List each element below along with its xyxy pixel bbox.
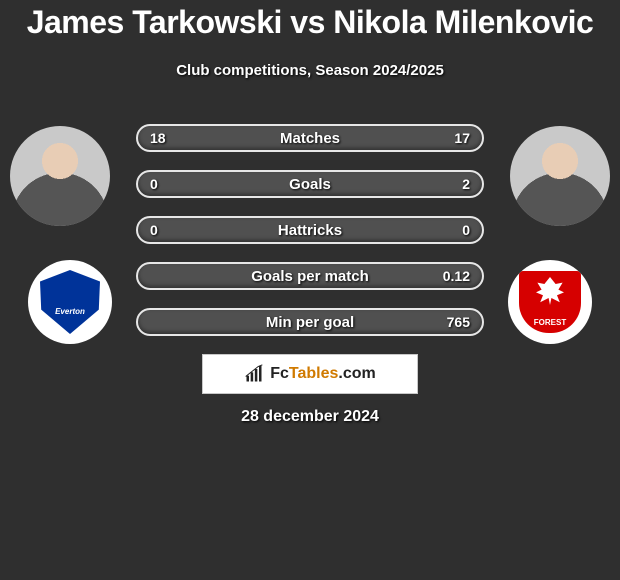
page-title: James Tarkowski vs Nikola Milenkovic — [0, 4, 620, 41]
date-label: 28 december 2024 — [0, 408, 620, 426]
brand-tld: .com — [338, 365, 375, 382]
brand-text: FcTables.com — [270, 365, 376, 383]
stat-label: Min per goal — [138, 310, 482, 334]
stat-bar-min-per-goal: Min per goal 765 — [136, 308, 484, 336]
stat-value-right: 17 — [454, 126, 470, 150]
stat-value-right: 2 — [462, 172, 470, 196]
stat-label: Goals — [138, 172, 482, 196]
player1-photo-placeholder — [10, 126, 110, 226]
player2-club-crest — [508, 260, 592, 344]
player2-photo-placeholder — [510, 126, 610, 226]
brand-badge: FcTables.com — [202, 354, 418, 394]
stat-label: Matches — [138, 126, 482, 150]
stat-value-right: 0.12 — [443, 264, 470, 288]
brand-suffix: Tables — [289, 365, 339, 382]
everton-crest-icon — [28, 260, 112, 344]
player2-name: Nikola Milenkovic — [333, 4, 593, 40]
stat-value-right: 765 — [447, 310, 470, 334]
comparison-card: James Tarkowski vs Nikola Milenkovic Clu… — [0, 0, 620, 580]
player2-avatar — [510, 126, 610, 226]
stat-label: Hattricks — [138, 218, 482, 242]
stat-bar-goals-per-match: Goals per match 0.12 — [136, 262, 484, 290]
bar-chart-icon — [244, 364, 264, 384]
stat-label: Goals per match — [138, 264, 482, 288]
nottingham-forest-crest-icon — [508, 260, 592, 344]
stat-bar-hattricks: 0 Hattricks 0 — [136, 216, 484, 244]
player1-club-crest — [28, 260, 112, 344]
player1-name: James Tarkowski — [27, 4, 282, 40]
subtitle: Club competitions, Season 2024/2025 — [0, 62, 620, 79]
player1-avatar — [10, 126, 110, 226]
stat-bar-matches: 18 Matches 17 — [136, 124, 484, 152]
brand-prefix: Fc — [270, 365, 289, 382]
stat-bars: 18 Matches 17 0 Goals 2 0 Hattricks 0 Go… — [136, 124, 484, 354]
vs-label: vs — [290, 4, 325, 40]
stat-bar-goals: 0 Goals 2 — [136, 170, 484, 198]
stat-value-right: 0 — [462, 218, 470, 242]
